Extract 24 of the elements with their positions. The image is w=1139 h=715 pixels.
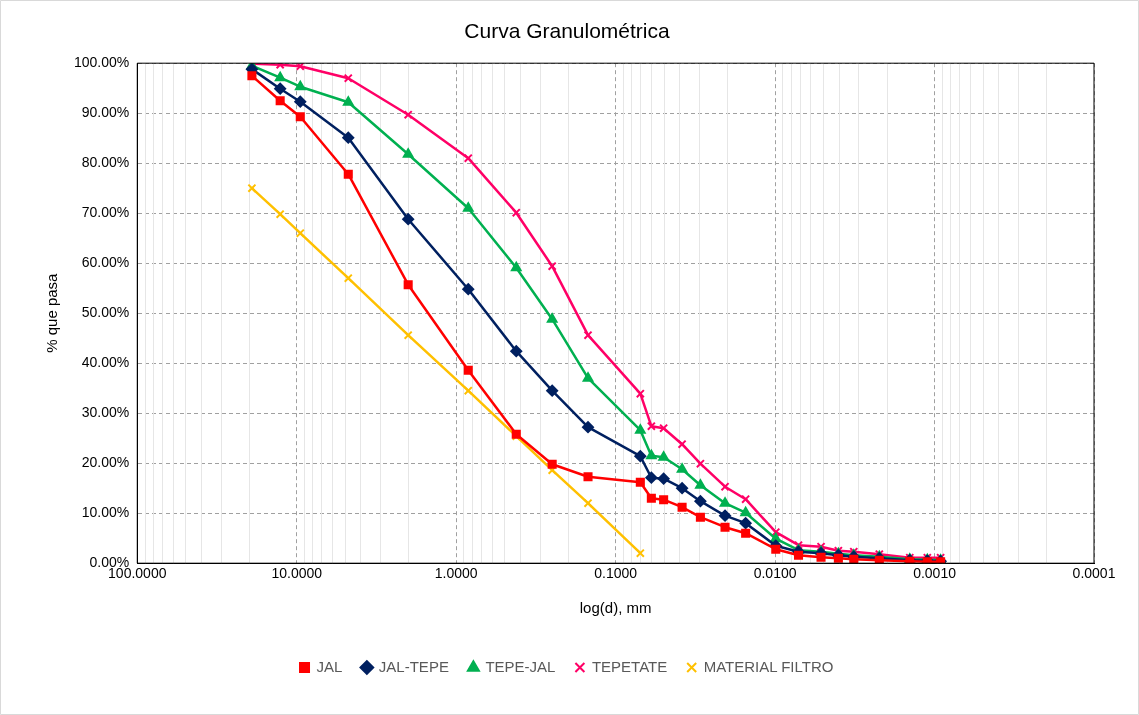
legend-label: JAL: [316, 657, 343, 675]
y-tick-label: 20.00%: [81, 454, 130, 471]
x-tick-label: 0.1000: [594, 565, 638, 582]
x-tick-label: 0.0001: [1072, 565, 1116, 582]
chart-title: Curva Granulométrica: [464, 19, 671, 43]
y-tick-label: 50.00%: [81, 304, 130, 321]
legend-label: JAL-TEPE: [378, 657, 449, 675]
y-tick-label: 100.00%: [73, 54, 130, 71]
y-tick-label: 60.00%: [81, 254, 130, 271]
y-tick-label: 70.00%: [81, 204, 130, 221]
x-tick-label: 10.0000: [271, 565, 323, 582]
y-tick-label: 40.00%: [81, 354, 130, 371]
x-axis-title: log(d), mm: [579, 599, 652, 617]
y-axis-title: % que pasa: [43, 272, 61, 353]
y-tick-label: 10.00%: [81, 504, 130, 521]
x-tick-label: 0.0100: [753, 565, 797, 582]
legend-label: MATERIAL FILTRO: [703, 657, 834, 675]
y-tick-label: 80.00%: [81, 154, 130, 171]
y-tick-label: 90.00%: [81, 104, 130, 121]
legend-label: TEPETATE: [591, 657, 668, 675]
y-tick-label: 30.00%: [81, 404, 130, 421]
legend-label: TEPE-JAL: [485, 657, 556, 675]
x-tick-label: 1.0000: [434, 565, 478, 582]
x-tick-label: 0.0010: [913, 565, 957, 582]
